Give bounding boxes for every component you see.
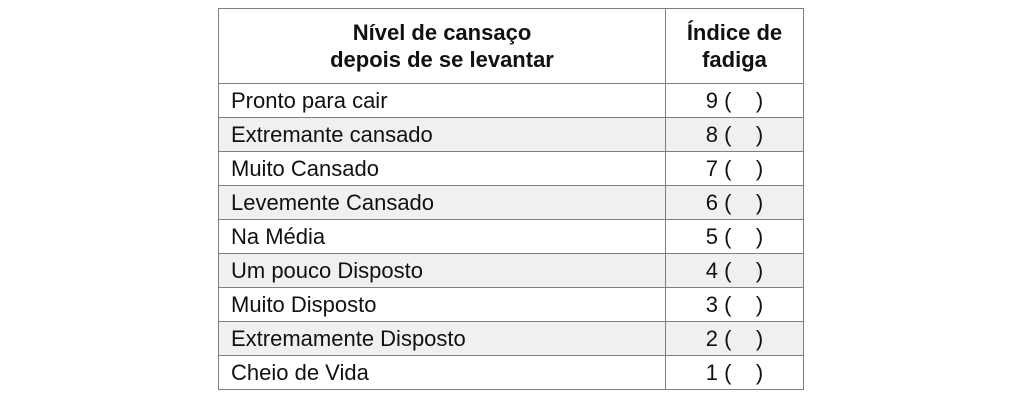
fatigue-index-cell[interactable]: 2 ( ): [665, 321, 804, 356]
fatigue-index-value: 9: [705, 88, 718, 113]
header-fatigue-index-line1: Índice de: [686, 20, 783, 45]
fatigue-index-cell[interactable]: 3 ( ): [665, 287, 804, 322]
header-fatigue-level-line1: Nível de cansaço: [352, 20, 532, 45]
fatigue-index-value: 8: [705, 122, 718, 147]
header-fatigue-level-line2: depois de se levantar: [330, 47, 554, 72]
fatigue-index-value: 3: [705, 292, 718, 317]
table-body: Pronto para cair 9 ( ) Extremante cansad…: [218, 83, 804, 390]
fatigue-index-cell[interactable]: 1 ( ): [665, 355, 804, 390]
table-row: Cheio de Vida 1 ( ): [218, 355, 804, 390]
fatigue-index-value: 6: [705, 190, 718, 215]
table-header: Nível de cansaço depois de se levantar Í…: [218, 8, 804, 84]
fatigue-level-cell: Muito Cansado: [218, 151, 666, 186]
table-row: Muito Disposto 3 ( ): [218, 287, 804, 322]
fatigue-index-value: 4: [705, 258, 718, 283]
fatigue-index-cell[interactable]: 4 ( ): [665, 253, 804, 288]
fatigue-level-cell: Na Média: [218, 219, 666, 254]
checkbox-mark[interactable]: ( ): [724, 360, 764, 385]
fatigue-level-cell: Pronto para cair: [218, 83, 666, 118]
table-row: Extremamente Disposto 2 ( ): [218, 321, 804, 356]
table-row: Muito Cansado 7 ( ): [218, 151, 804, 186]
checkbox-mark[interactable]: ( ): [724, 326, 764, 351]
header-fatigue-index-line2: fadiga: [702, 47, 767, 72]
fatigue-index-cell[interactable]: 5 ( ): [665, 219, 804, 254]
fatigue-level-cell: Extremamente Disposto: [218, 321, 666, 356]
fatigue-level-cell: Um pouco Disposto: [218, 253, 666, 288]
fatigue-index-cell[interactable]: 7 ( ): [665, 151, 804, 186]
table-row: Extremante cansado 8 ( ): [218, 117, 804, 152]
fatigue-index-value: 1: [705, 360, 718, 385]
fatigue-scale-table: Nível de cansaço depois de se levantar Í…: [218, 8, 804, 390]
fatigue-index-cell[interactable]: 9 ( ): [665, 83, 804, 118]
header-fatigue-level: Nível de cansaço depois de se levantar: [218, 8, 666, 84]
checkbox-mark[interactable]: ( ): [724, 292, 764, 317]
checkbox-mark[interactable]: ( ): [724, 156, 764, 181]
fatigue-index-value: 5: [705, 224, 718, 249]
fatigue-index-value: 7: [705, 156, 718, 181]
table-row: Levemente Cansado 6 ( ): [218, 185, 804, 220]
fatigue-index-cell[interactable]: 8 ( ): [665, 117, 804, 152]
table-row: Na Média 5 ( ): [218, 219, 804, 254]
checkbox-mark[interactable]: ( ): [724, 258, 764, 283]
checkbox-mark[interactable]: ( ): [724, 224, 764, 249]
fatigue-level-cell: Cheio de Vida: [218, 355, 666, 390]
header-fatigue-index: Índice de fadiga: [665, 8, 804, 84]
header-row: Nível de cansaço depois de se levantar Í…: [218, 8, 804, 84]
table-row: Pronto para cair 9 ( ): [218, 83, 804, 118]
fatigue-index-value: 2: [705, 326, 718, 351]
checkbox-mark[interactable]: ( ): [724, 190, 764, 215]
fatigue-index-cell[interactable]: 6 ( ): [665, 185, 804, 220]
fatigue-level-cell: Levemente Cansado: [218, 185, 666, 220]
checkbox-mark[interactable]: ( ): [724, 122, 764, 147]
fatigue-level-cell: Muito Disposto: [218, 287, 666, 322]
fatigue-level-cell: Extremante cansado: [218, 117, 666, 152]
checkbox-mark[interactable]: ( ): [724, 88, 764, 113]
table-row: Um pouco Disposto 4 ( ): [218, 253, 804, 288]
